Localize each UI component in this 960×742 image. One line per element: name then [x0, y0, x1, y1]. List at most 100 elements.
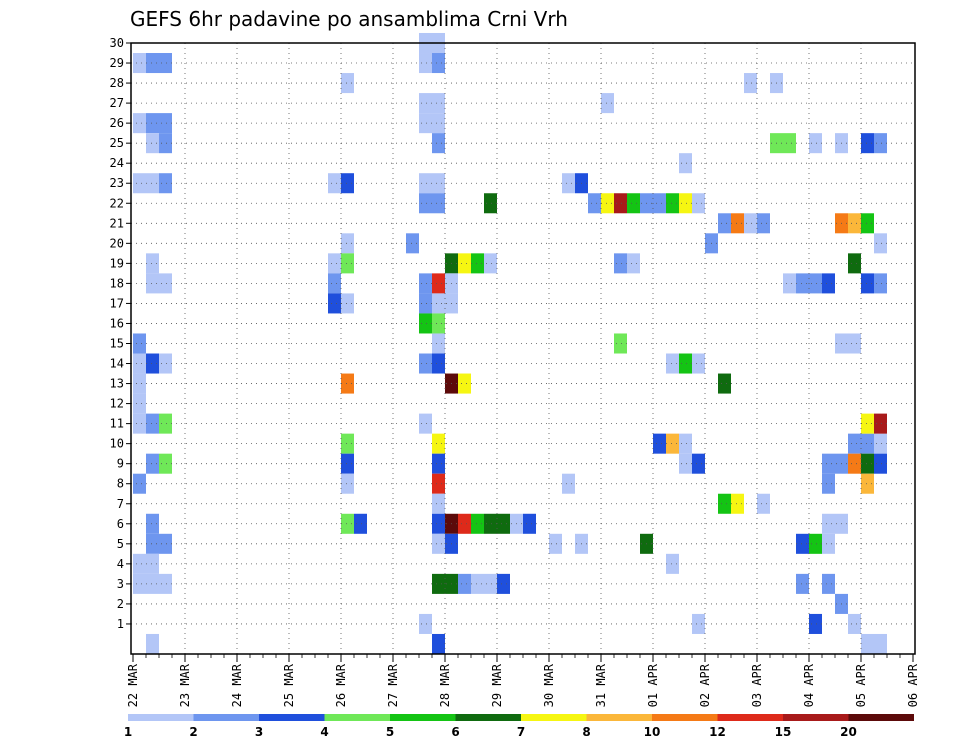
precip-cell [757, 213, 770, 234]
precip-cell [133, 353, 146, 374]
y-tick-label: 15 [110, 336, 124, 350]
colorbar-swatch [521, 714, 587, 721]
precip-cell [588, 193, 601, 214]
x-tick-label: 27 MAR [386, 663, 400, 707]
precip-cell [861, 433, 874, 454]
precip-cell [614, 333, 627, 354]
colorbar-swatch [455, 714, 521, 721]
precip-cell [666, 193, 679, 214]
precip-cell [692, 453, 705, 474]
precip-cell [692, 353, 705, 374]
colorbar-swatch [717, 714, 783, 721]
precip-cell [822, 533, 835, 554]
precip-cell [432, 433, 445, 454]
precip-cell [471, 513, 484, 534]
y-tick-label: 17 [110, 296, 124, 310]
colorbar: 1 2 3 4 5 6 7 8 10 12 15 20 [124, 714, 914, 739]
precip-cell [796, 573, 809, 594]
precip-cell [523, 513, 536, 534]
precip-cell [718, 493, 731, 514]
precip-cell [718, 213, 731, 234]
precip-cell [328, 273, 341, 294]
colorbar-label: 15 [775, 725, 792, 739]
precip-cell [146, 553, 159, 574]
precip-cell [679, 193, 692, 214]
precip-cell [432, 573, 445, 594]
y-tick-label: 28 [110, 76, 124, 90]
precip-cell [562, 473, 575, 494]
precip-cell [341, 373, 354, 394]
precip-cell [874, 453, 887, 474]
precip-cell [848, 433, 861, 454]
y-tick-label: 10 [110, 437, 124, 451]
precip-cell [419, 93, 432, 114]
precip-cell [341, 473, 354, 494]
precip-cell [666, 433, 679, 454]
precip-cell [432, 313, 445, 334]
y-tick-label: 19 [110, 256, 124, 270]
precip-cell [419, 53, 432, 74]
precip-cell [458, 373, 471, 394]
precip-cell [458, 513, 471, 534]
precip-cell [432, 173, 445, 194]
y-tick-label: 8 [117, 477, 124, 491]
precip-cell [146, 573, 159, 594]
precip-cell [731, 213, 744, 234]
precip-cell [133, 413, 146, 434]
precip-cell [328, 173, 341, 194]
precip-cell [874, 433, 887, 454]
precip-cell [562, 173, 575, 194]
precip-cell [133, 393, 146, 414]
chart-title: GEFS 6hr padavine po ansamblima Crni Vrh [130, 7, 568, 31]
precip-cell [471, 573, 484, 594]
x-tick-label: 22 MAR [126, 663, 140, 707]
precip-cell [419, 193, 432, 214]
y-tick-label: 21 [110, 216, 124, 230]
precip-cell [159, 453, 172, 474]
precip-cell [848, 333, 861, 354]
precip-cell [432, 193, 445, 214]
precip-cell [133, 553, 146, 574]
plot-frame [130, 42, 916, 655]
precip-cell [159, 273, 172, 294]
precip-cell [419, 293, 432, 314]
x-tick-label: 02 APR [698, 663, 712, 707]
precip-cell [653, 433, 666, 454]
precip-cell [718, 373, 731, 394]
precip-cell [874, 233, 887, 254]
colorbar-swatch [193, 714, 259, 721]
precip-cell [146, 173, 159, 194]
precip-cell [679, 453, 692, 474]
precip-cell [419, 273, 432, 294]
precip-cell [159, 413, 172, 434]
precip-cell [744, 73, 757, 94]
y-tick-label: 27 [110, 96, 124, 110]
x-tick-label: 05 APR [854, 663, 868, 707]
precip-cell [861, 413, 874, 434]
precip-cell [432, 293, 445, 314]
precip-cell [406, 233, 419, 254]
precip-cell [159, 573, 172, 594]
precip-cell [666, 353, 679, 374]
precip-cell [861, 133, 874, 154]
colorbar-swatch [259, 714, 325, 721]
precip-cell [419, 173, 432, 194]
y-tick-label: 11 [110, 417, 124, 431]
precip-cell [809, 613, 822, 634]
precip-cell [497, 513, 510, 534]
precip-cell [159, 533, 172, 554]
x-tick-label: 23 MAR [178, 663, 192, 707]
precip-cell [419, 613, 432, 634]
precip-cell [432, 113, 445, 134]
y-tick-label: 23 [110, 176, 124, 190]
precip-cell [809, 533, 822, 554]
y-tick-label: 4 [117, 557, 124, 571]
precip-cell [328, 293, 341, 314]
precip-cell [432, 513, 445, 534]
precip-cell [861, 473, 874, 494]
precip-cell [146, 253, 159, 274]
precip-cell [159, 133, 172, 154]
x-tick-label: 26 MAR [334, 663, 348, 707]
precip-cell [822, 473, 835, 494]
precip-cell [133, 333, 146, 354]
